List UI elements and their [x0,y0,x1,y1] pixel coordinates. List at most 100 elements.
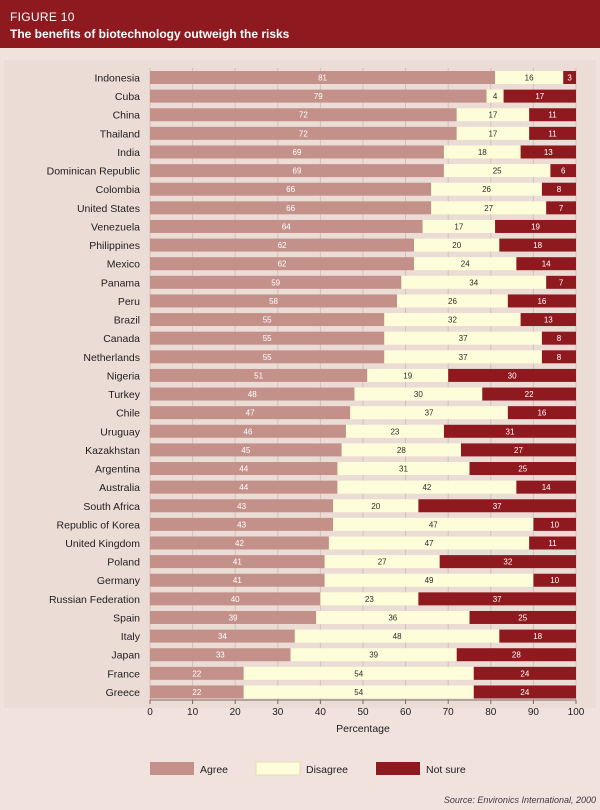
bar-segment [150,536,329,550]
bar-segment [499,238,576,252]
bar-segment [546,275,576,289]
data-label: 25 [518,465,527,474]
data-label: 48 [393,632,402,641]
bar-segment [431,201,547,215]
x-tick-label: 60 [400,707,412,718]
bar-segment [533,517,576,531]
bar-segment [529,126,576,140]
category-label: Italy [121,631,141,643]
category-label: Turkey [108,389,140,401]
data-label: 44 [239,483,248,492]
data-label: 27 [378,558,387,567]
bar-segment [546,201,576,215]
data-label: 32 [503,558,512,567]
data-label: 79 [314,92,323,101]
data-label: 30 [414,390,423,399]
bar-segment [150,629,295,643]
data-label: 62 [278,241,287,250]
bar-segment [520,313,576,327]
bar-segment [294,629,500,643]
bar-segment [328,536,530,550]
x-tick-label: 90 [528,707,540,718]
x-tick-label: 100 [568,707,585,718]
category-label: Netherlands [83,352,140,364]
data-label: 40 [231,595,240,604]
data-label: 42 [235,539,244,548]
bar-segment [150,108,457,122]
category-label: Indonesia [94,73,140,85]
legend-swatch [255,761,301,776]
bar-segment [469,462,576,476]
x-tick-label: 0 [147,707,153,718]
x-tick-label: 20 [230,707,242,718]
bar-segment [243,666,474,680]
data-label: 48 [248,390,257,399]
x-tick-label: 50 [357,707,369,718]
category-label: Thailand [100,128,140,140]
bar-segment [150,517,334,531]
category-label: Peru [118,296,140,308]
bar-segment [150,387,355,401]
data-label: 43 [237,502,246,511]
bar-segment [337,462,470,476]
category-label: Australia [99,482,140,494]
bar-segment [150,257,415,271]
data-label: 31 [399,465,408,474]
bar-segment [384,331,542,345]
data-label: 17 [454,222,463,231]
category-label: Canada [103,333,140,345]
bar-segment [507,294,576,308]
data-label: 4 [493,92,498,101]
data-label: 17 [488,129,497,138]
data-label: 7 [559,204,564,213]
data-label: 10 [550,520,559,529]
bar-segment [529,108,576,122]
bar-segment [397,294,508,308]
x-tick-label: 30 [272,707,284,718]
bar-segment [482,387,576,401]
bar-segment [456,648,576,662]
data-label: 37 [459,334,468,343]
data-label: 16 [537,297,546,306]
data-label: 17 [535,92,544,101]
bar-segment [150,164,444,178]
data-label: 59 [271,278,280,287]
bar-segment [150,555,325,569]
data-label: 37 [425,409,434,418]
category-label: Greece [106,687,141,699]
data-label: 28 [397,446,406,455]
data-label: 18 [533,241,542,250]
x-axis-title: Percentage [336,723,390,735]
bar-segment [443,424,576,438]
data-label: 47 [425,539,434,548]
data-label: 54 [354,688,363,697]
data-label: 23 [365,595,374,604]
data-label: 27 [484,204,493,213]
legend-label: Agree [200,764,228,776]
bar-segment [320,592,419,606]
bar-segment [316,610,470,624]
data-label: 17 [488,111,497,120]
data-label: 19 [403,371,412,380]
bar-segment [384,313,521,327]
bar-segment [150,573,325,587]
data-label: 13 [544,316,553,325]
bar-segment [150,275,402,289]
bar-segment [520,145,576,159]
bar-segment [150,610,317,624]
category-label: Uruguay [100,426,140,438]
bar-segment [345,424,444,438]
data-label: 49 [425,576,434,585]
bar-segment [324,555,440,569]
bar-segment [418,499,576,513]
category-label: Japan [111,650,140,662]
data-label: 11 [548,129,557,138]
bar-segment [529,536,576,550]
category-label: South Africa [83,501,140,513]
bar-segment [354,387,483,401]
bar-segment [550,164,576,178]
category-label: Panama [101,277,140,289]
data-label: 69 [293,148,302,157]
data-label: 64 [282,222,291,231]
bar-segment [469,610,576,624]
